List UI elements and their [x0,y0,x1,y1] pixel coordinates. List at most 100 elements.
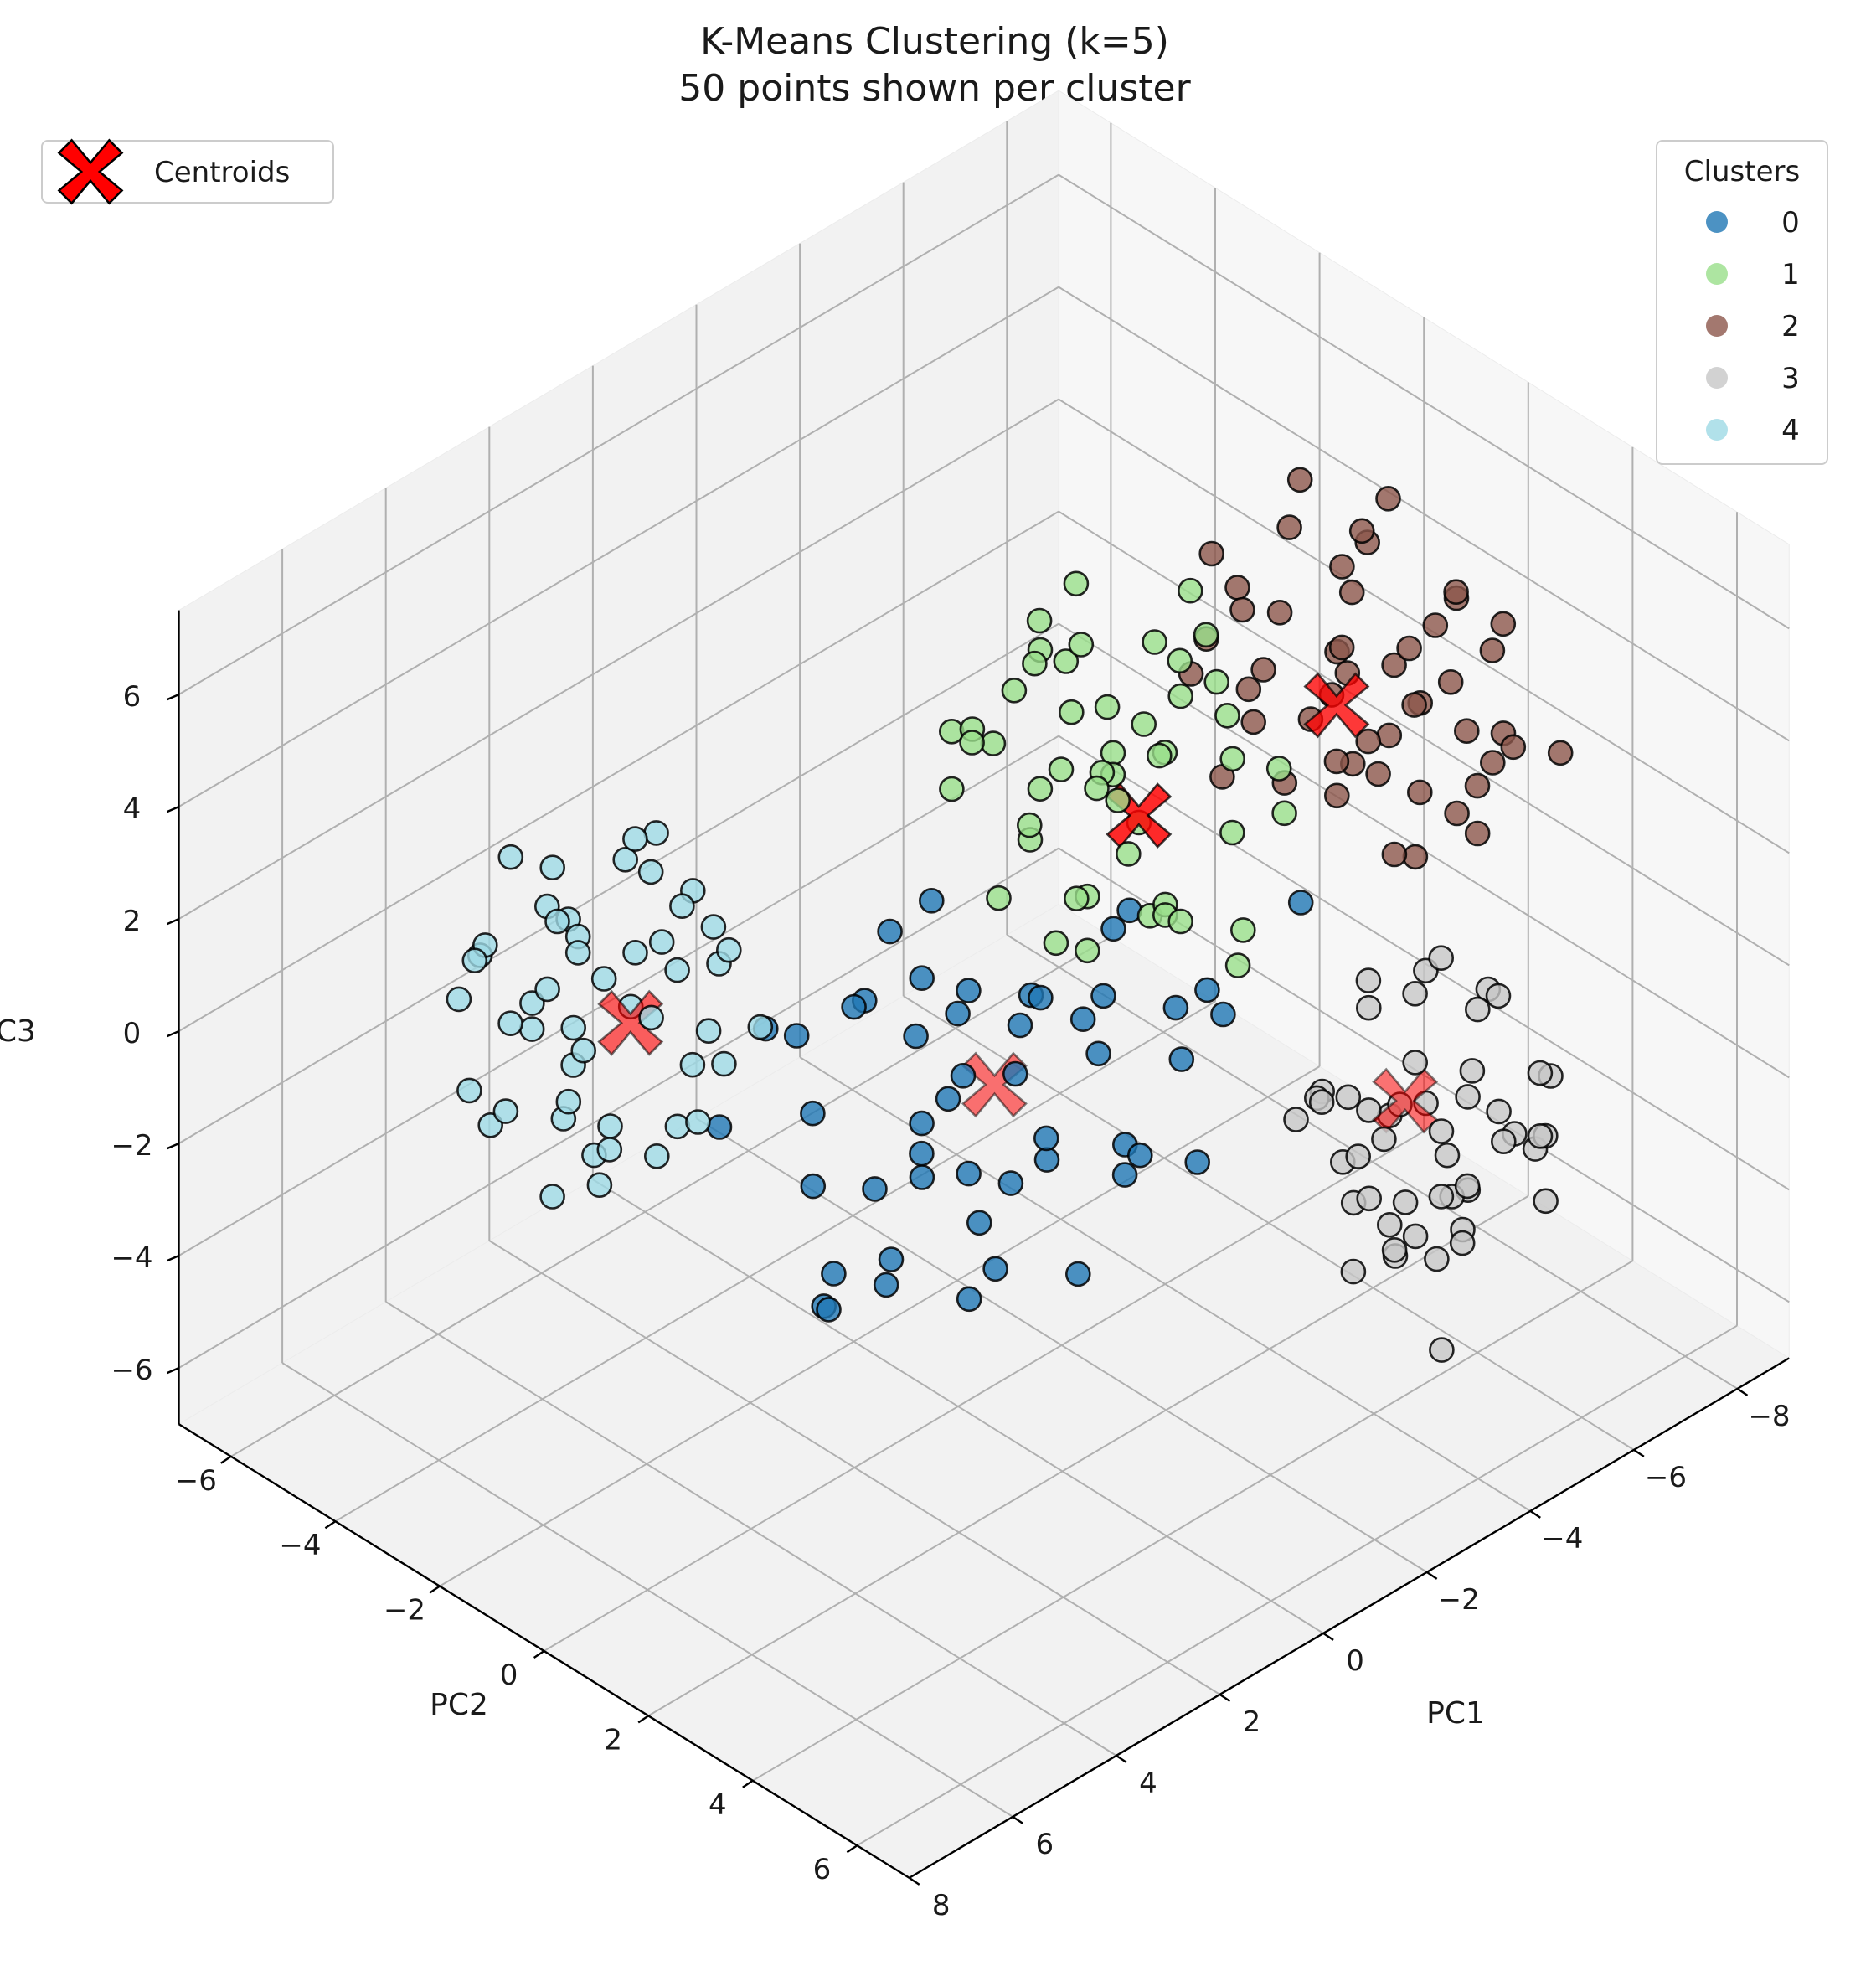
z-tick-mark [167,1142,179,1150]
gridline-z-left [178,173,1059,695]
cluster-4-point [664,1113,691,1140]
cluster-2-point [1323,748,1350,775]
cluster-1-point [1116,841,1142,867]
cluster-0-point [862,1176,888,1202]
z-tick-label: −2 [111,1129,152,1163]
gridline-z-right [1058,173,1790,630]
cluster-1-point [1027,776,1054,802]
gridline-y-floor [544,1130,1425,1652]
cluster-0-point [956,1286,982,1313]
cluster-1-point [1094,694,1121,720]
x-tick-label: 4 [1139,1767,1157,1800]
clusters-legend: Clusters 0 1 2 3 4 [1656,140,1828,465]
cluster-2-point [1276,514,1302,540]
y-tick-mark [533,1650,545,1659]
x-tick-mark [1633,1448,1645,1457]
cluster-4-point [586,1172,613,1198]
gridline-z-left [178,735,1059,1256]
cluster-3-point [1402,1050,1428,1076]
cluster-0-point [1194,977,1220,1003]
y-tick-mark [846,1844,858,1854]
cluster-1-point [1271,800,1297,827]
cluster-2-point [1376,722,1403,749]
cluster-3-point [1527,1060,1554,1086]
cluster-1-point [1265,756,1292,782]
data-marks [446,467,1574,1363]
cluster-3-point [1424,1246,1450,1272]
cluster-0-point [821,1261,847,1287]
z-tick-label: −4 [111,1241,152,1275]
cluster-4-point [564,940,591,966]
cluster-3-point [1345,1143,1371,1169]
cluster-1-point [1064,885,1090,911]
cluster-0-point [873,1272,899,1298]
cluster-0-point [783,1023,810,1049]
gridline-z-left [178,622,1059,1144]
cluster-3-point [1428,945,1454,971]
z-tick-mark [167,1254,179,1262]
cluster-2-point [1490,611,1517,637]
cluster-4-point [637,859,664,885]
cluster-3-point [1428,1118,1455,1144]
cluster-0-point [909,965,935,991]
cluster-2-point [1224,575,1250,601]
cluster-0-point [1028,984,1054,1011]
cluster-0-point [909,1140,935,1167]
gridline-z-right [1058,286,1790,742]
y-tick-label: 6 [813,1853,832,1886]
cluster-4-point [570,1037,597,1064]
cluster-2-point [1402,844,1429,870]
cluster-0-point [909,1110,935,1137]
cluster-4-point [597,1113,623,1139]
legend-cluster-3-label: 3 [1781,362,1800,395]
cluster-4-point [648,929,675,955]
cluster-1-point [1022,650,1048,677]
cluster-2-point [1437,668,1464,695]
cluster-0-point [1085,1040,1111,1067]
z-tick-label: −6 [111,1354,152,1387]
cluster-0-point [982,1256,1008,1282]
cluster-1-point [1219,746,1245,772]
x-axis-label: PC1 [1426,1696,1485,1731]
cluster-2-point [1229,596,1255,623]
x-tick-mark [1219,1693,1231,1702]
cluster-0-point [1002,1060,1028,1087]
cluster-0-point [956,978,982,1003]
cluster-1-point [1043,930,1069,957]
cluster-2-point [1328,634,1355,661]
cluster-1-point [1017,812,1043,838]
z-axis-label: PC3 [0,1014,36,1049]
gridline-y-floor [439,1065,1321,1587]
y-tick-mark [220,1455,232,1464]
gridline-z-left [178,286,1059,807]
cluster-4-point [596,1137,623,1163]
cluster-3-point [1486,1098,1512,1125]
cluster-3-point [1428,1184,1455,1210]
x-tick-mark [1322,1632,1334,1641]
cluster-4-point [669,893,695,919]
legend-cluster-2-label: 2 [1781,310,1800,343]
cluster-1-point [1001,677,1028,704]
cluster-2-point [1443,579,1469,606]
cluster-1-point [1026,607,1053,634]
x-tick-label: −4 [1541,1522,1583,1556]
cluster-2-point [1396,635,1422,662]
z-tick-mark [167,693,179,701]
clusters-legend-frame [1656,140,1828,465]
x-tick-mark [1012,1815,1023,1824]
cluster-2-point [1266,599,1293,626]
cluster-2-point [1464,820,1491,847]
chart-subtitle: 50 points shown per cluster [678,67,1191,110]
cluster-1-point [1131,711,1157,737]
gridline-y-floor [752,1260,1633,1782]
cluster-1-point [1193,622,1219,648]
cluster-3-point [1434,1142,1461,1169]
z-tick-label: 2 [123,905,142,938]
x-axis-line [909,1357,1790,1879]
cluster-1-point [1214,702,1240,729]
cluster-3-point [1402,1223,1429,1250]
cluster-3-point [1491,1128,1517,1154]
cluster-3-point [1485,983,1512,1009]
cluster-2-point [1444,800,1470,827]
cluster-0-point [1033,1125,1059,1152]
